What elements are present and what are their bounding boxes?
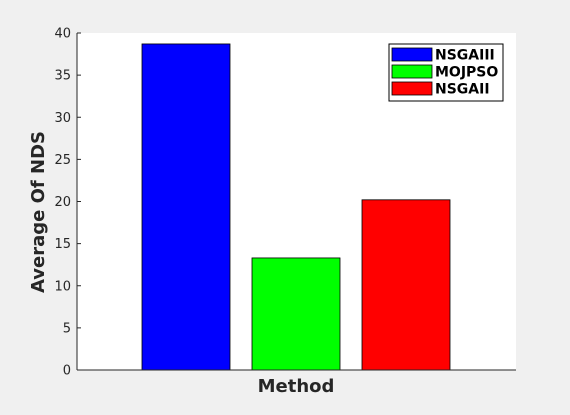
legend-swatch-nsgaiii	[391, 47, 433, 62]
y-tick-label: 35	[54, 69, 71, 84]
x-axis-label: Method	[258, 376, 335, 397]
legend-swatch-nsgaii	[391, 81, 433, 96]
bar-nsgaiii	[141, 43, 231, 371]
bars-group	[141, 43, 451, 371]
axes-group: 0 5 10 15 20 25 30 35 40	[54, 27, 516, 379]
y-tick-label: 30	[54, 111, 71, 126]
bar-mojpso	[251, 257, 341, 371]
y-tick-label: 25	[54, 153, 71, 168]
y-axis-label: Average Of NDS	[28, 131, 49, 293]
y-tick-label: 15	[54, 237, 71, 252]
legend-label-mojpso: MOJPSO	[435, 65, 498, 81]
y-tick-label: 0	[63, 364, 71, 379]
y-tick-label: 5	[63, 321, 71, 336]
legend-label-nsgaii: NSGAII	[435, 82, 490, 98]
y-tick-label: 40	[54, 27, 71, 42]
bar-nsgaii	[361, 199, 451, 371]
legend-label-nsgaiii: NSGAIII	[435, 48, 495, 64]
y-tick-label: 20	[54, 195, 71, 210]
legend-swatch-mojpso	[391, 64, 433, 79]
y-tick-label: 10	[54, 279, 71, 294]
